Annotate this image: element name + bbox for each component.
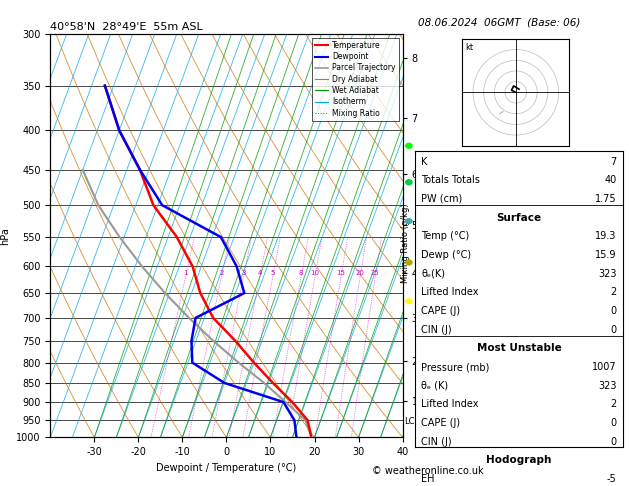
Text: Pressure (mb): Pressure (mb) [421, 362, 490, 372]
Text: 20: 20 [356, 270, 365, 276]
Text: 323: 323 [598, 381, 616, 391]
Y-axis label: hPa: hPa [1, 227, 11, 244]
Text: 15.9: 15.9 [595, 250, 616, 260]
Text: 3: 3 [242, 270, 246, 276]
Text: 2: 2 [610, 399, 616, 409]
Text: 0: 0 [610, 418, 616, 428]
Text: Dewp (°C): Dewp (°C) [421, 250, 472, 260]
Text: 4: 4 [258, 270, 262, 276]
Text: kt: kt [465, 43, 474, 52]
Text: PW (cm): PW (cm) [421, 194, 462, 204]
Text: -5: -5 [607, 474, 616, 484]
Y-axis label: km
ASL: km ASL [434, 236, 452, 257]
Text: Totals Totals: Totals Totals [421, 175, 481, 185]
Text: 8: 8 [299, 270, 303, 276]
Text: © weatheronline.co.uk: © weatheronline.co.uk [372, 466, 484, 476]
Text: 25: 25 [371, 270, 380, 276]
Text: Temp (°C): Temp (°C) [421, 231, 470, 241]
Text: LCL: LCL [404, 417, 419, 426]
Text: CAPE (J): CAPE (J) [421, 418, 460, 428]
X-axis label: Dewpoint / Temperature (°C): Dewpoint / Temperature (°C) [157, 463, 296, 473]
Text: 323: 323 [598, 269, 616, 278]
Text: 0: 0 [610, 437, 616, 447]
Text: 2: 2 [220, 270, 224, 276]
Text: Mixing Ratio (g/kg): Mixing Ratio (g/kg) [401, 203, 410, 283]
Text: 08.06.2024  06GMT  (Base: 06): 08.06.2024 06GMT (Base: 06) [418, 17, 581, 27]
Text: K: K [421, 156, 428, 167]
Text: CAPE (J): CAPE (J) [421, 306, 460, 316]
Text: CIN (J): CIN (J) [421, 437, 452, 447]
Legend: Temperature, Dewpoint, Parcel Trajectory, Dry Adiabat, Wet Adiabat, Isotherm, Mi: Temperature, Dewpoint, Parcel Trajectory… [311, 38, 399, 121]
Text: Surface: Surface [496, 212, 542, 223]
Text: 10: 10 [311, 270, 320, 276]
Text: 40°58'N  28°49'E  55m ASL: 40°58'N 28°49'E 55m ASL [50, 22, 203, 32]
Text: Lifted Index: Lifted Index [421, 399, 479, 409]
Text: 5: 5 [270, 270, 275, 276]
Text: 19.3: 19.3 [595, 231, 616, 241]
Text: 15: 15 [337, 270, 345, 276]
Text: 40: 40 [604, 175, 616, 185]
Text: Lifted Index: Lifted Index [421, 287, 479, 297]
Text: 1.75: 1.75 [595, 194, 616, 204]
Text: Most Unstable: Most Unstable [477, 343, 561, 353]
Text: θₑ(K): θₑ(K) [421, 269, 445, 278]
Text: 1: 1 [184, 270, 188, 276]
Text: 0: 0 [610, 325, 616, 335]
Text: 1007: 1007 [592, 362, 616, 372]
Text: Hodograph: Hodograph [486, 455, 552, 466]
Text: θₑ (K): θₑ (K) [421, 381, 448, 391]
Text: 2: 2 [610, 287, 616, 297]
Text: 0: 0 [610, 306, 616, 316]
Text: 7: 7 [610, 156, 616, 167]
Text: CIN (J): CIN (J) [421, 325, 452, 335]
Text: EH: EH [421, 474, 435, 484]
